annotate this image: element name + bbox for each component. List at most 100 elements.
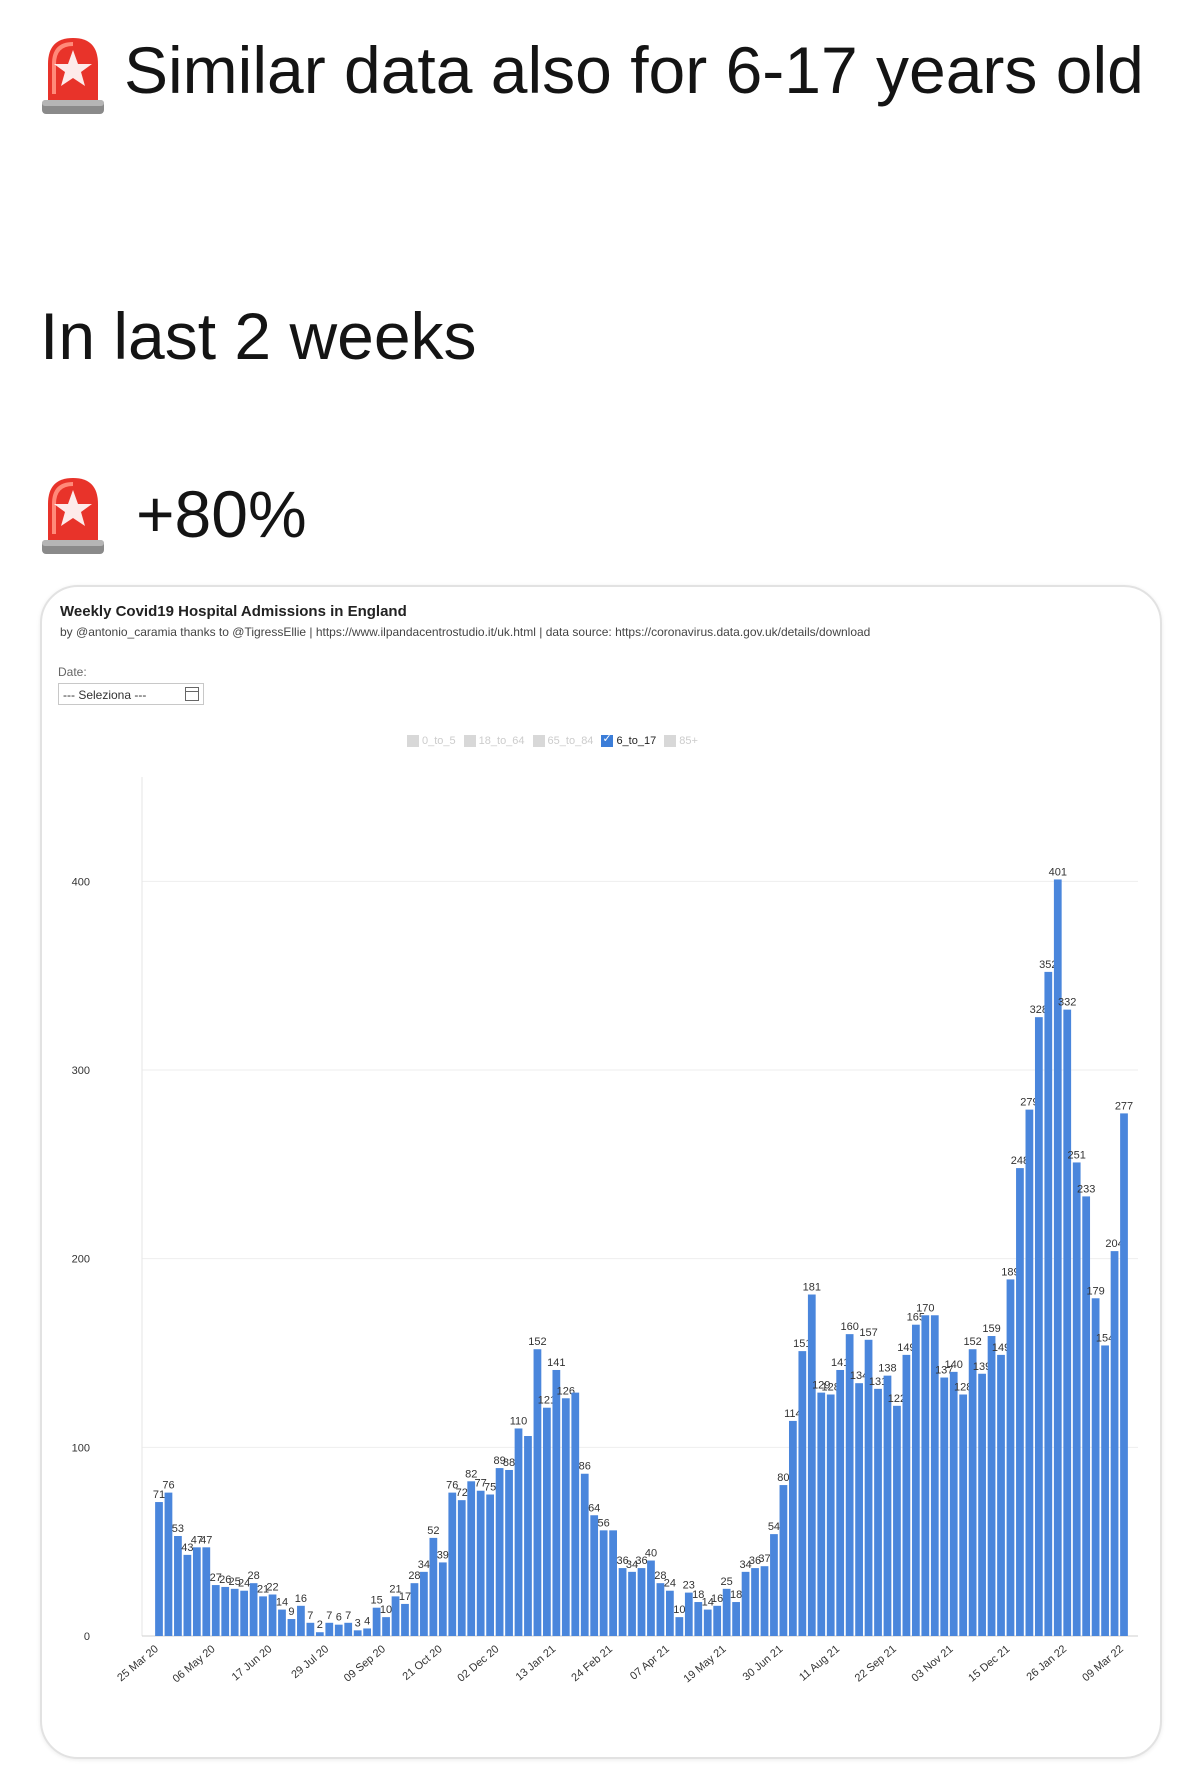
legend-item-0-to-5[interactable]: 0_to_5	[407, 735, 456, 747]
data-label: 248	[1011, 1155, 1029, 1167]
x-tick-label: 09 Sep 20	[342, 1643, 388, 1684]
data-label: 9	[288, 1606, 294, 1618]
bar	[1063, 1009, 1072, 1636]
bar	[949, 1371, 958, 1636]
bar	[599, 1530, 608, 1636]
bar	[684, 1592, 693, 1636]
x-tick-label: 11 Aug 21	[797, 1643, 842, 1684]
chart-legend: 0_to_5 18_to_64 65_to_84 6_to_17 85+	[407, 732, 698, 747]
bar	[637, 1568, 646, 1636]
data-label: 401	[1049, 866, 1067, 878]
legend-checkbox-checked[interactable]	[601, 732, 614, 747]
legend-checkbox[interactable]	[664, 735, 677, 747]
legend-item-65-to-84[interactable]: 65_to_84	[532, 735, 593, 747]
data-label: 137	[935, 1365, 953, 1377]
date-select[interactable]: --- Seleziona ---	[58, 683, 204, 705]
x-tick-label: 17 Jun 20	[230, 1643, 275, 1683]
bar	[807, 1294, 816, 1636]
data-label: 43	[181, 1542, 193, 1554]
bar	[164, 1492, 173, 1636]
data-label: 36	[616, 1555, 628, 1567]
data-label: 128	[954, 1382, 972, 1394]
legend-checkbox[interactable]	[532, 735, 545, 747]
data-label: 7	[345, 1610, 351, 1622]
data-label: 152	[528, 1336, 546, 1348]
data-label: 138	[878, 1363, 896, 1375]
data-label: 47	[200, 1534, 212, 1546]
bar	[940, 1377, 949, 1636]
data-label: 26	[219, 1574, 231, 1586]
data-label: 7	[307, 1610, 313, 1622]
bar	[486, 1494, 495, 1636]
data-label: 160	[840, 1321, 858, 1333]
data-label: 28	[247, 1570, 259, 1582]
bar	[278, 1609, 286, 1636]
bar	[978, 1373, 986, 1636]
bar	[883, 1375, 892, 1636]
data-label: 36	[749, 1555, 761, 1567]
date-select-value: --- Seleziona ---	[63, 688, 147, 702]
bar	[505, 1469, 513, 1636]
y-tick-label: 400	[72, 876, 90, 888]
x-tick-label: 02 Dec 20	[455, 1643, 501, 1684]
bar	[666, 1590, 674, 1636]
x-tick-label: 24 Feb 21	[569, 1643, 615, 1684]
bar	[968, 1349, 977, 1636]
tweet-text-line-3: +80%	[136, 477, 307, 551]
y-tick-label: 100	[72, 1442, 90, 1454]
bar-chart: 0100200300400717653434747272625242821221…	[72, 777, 1138, 1685]
data-label: 34	[418, 1559, 430, 1571]
data-label: 14	[276, 1597, 288, 1609]
bar	[836, 1369, 845, 1636]
legend-checkbox[interactable]	[407, 735, 419, 747]
bar	[921, 1315, 930, 1636]
data-label: 16	[711, 1593, 723, 1605]
bar	[609, 1530, 617, 1636]
data-label: 64	[588, 1502, 600, 1514]
legend-label: 0_to_5	[422, 735, 456, 747]
legend-item-18-to-64[interactable]: 18_to_64	[463, 735, 525, 747]
x-tick-label: 30 Jun 21	[741, 1643, 786, 1683]
bar	[788, 1420, 797, 1636]
data-label: 27	[210, 1572, 222, 1584]
x-tick-label: 26 Jan 22	[1024, 1643, 1069, 1683]
data-label: 277	[1115, 1100, 1133, 1112]
data-label: 89	[493, 1455, 505, 1467]
data-label: 121	[538, 1395, 556, 1407]
bar	[1082, 1196, 1091, 1636]
bar	[410, 1583, 419, 1636]
bar	[438, 1562, 447, 1636]
x-tick-label: 19 May 21	[682, 1643, 729, 1685]
bar	[533, 1349, 542, 1636]
calendar-icon[interactable]	[185, 687, 199, 701]
chart-subtitle: by @antonio_caramia thanks to @TigressEl…	[60, 625, 871, 639]
bar	[959, 1394, 968, 1636]
legend-item-6-to-17[interactable]: 6_to_17	[601, 732, 656, 747]
data-label: 141	[831, 1357, 849, 1369]
bar	[230, 1588, 239, 1636]
bar	[675, 1617, 684, 1636]
data-label: 134	[850, 1370, 868, 1382]
data-label: 110	[510, 1415, 528, 1427]
x-tick-label: 06 May 20	[171, 1643, 218, 1685]
data-label: 159	[982, 1323, 1000, 1335]
data-label: 179	[1086, 1285, 1104, 1297]
bar	[911, 1324, 920, 1636]
data-label: 6	[336, 1612, 342, 1624]
data-label: 181	[803, 1282, 821, 1294]
legend-label: 85+	[679, 735, 698, 747]
data-label: 23	[683, 1580, 695, 1592]
bar	[845, 1334, 854, 1636]
data-label: 129	[812, 1380, 830, 1392]
data-label: 251	[1068, 1149, 1086, 1161]
data-label: 77	[475, 1478, 487, 1490]
legend-item-85-plus[interactable]: 85+	[664, 735, 698, 747]
bar	[363, 1628, 372, 1636]
tweet-text-line-2: In last 2 weeks	[40, 299, 477, 373]
legend-checkbox[interactable]	[463, 735, 476, 747]
data-label: 140	[945, 1359, 963, 1371]
data-label: 25	[721, 1576, 733, 1588]
bar	[543, 1407, 551, 1636]
bar	[552, 1369, 561, 1636]
x-tick-label: 21 Oct 20	[400, 1643, 444, 1683]
